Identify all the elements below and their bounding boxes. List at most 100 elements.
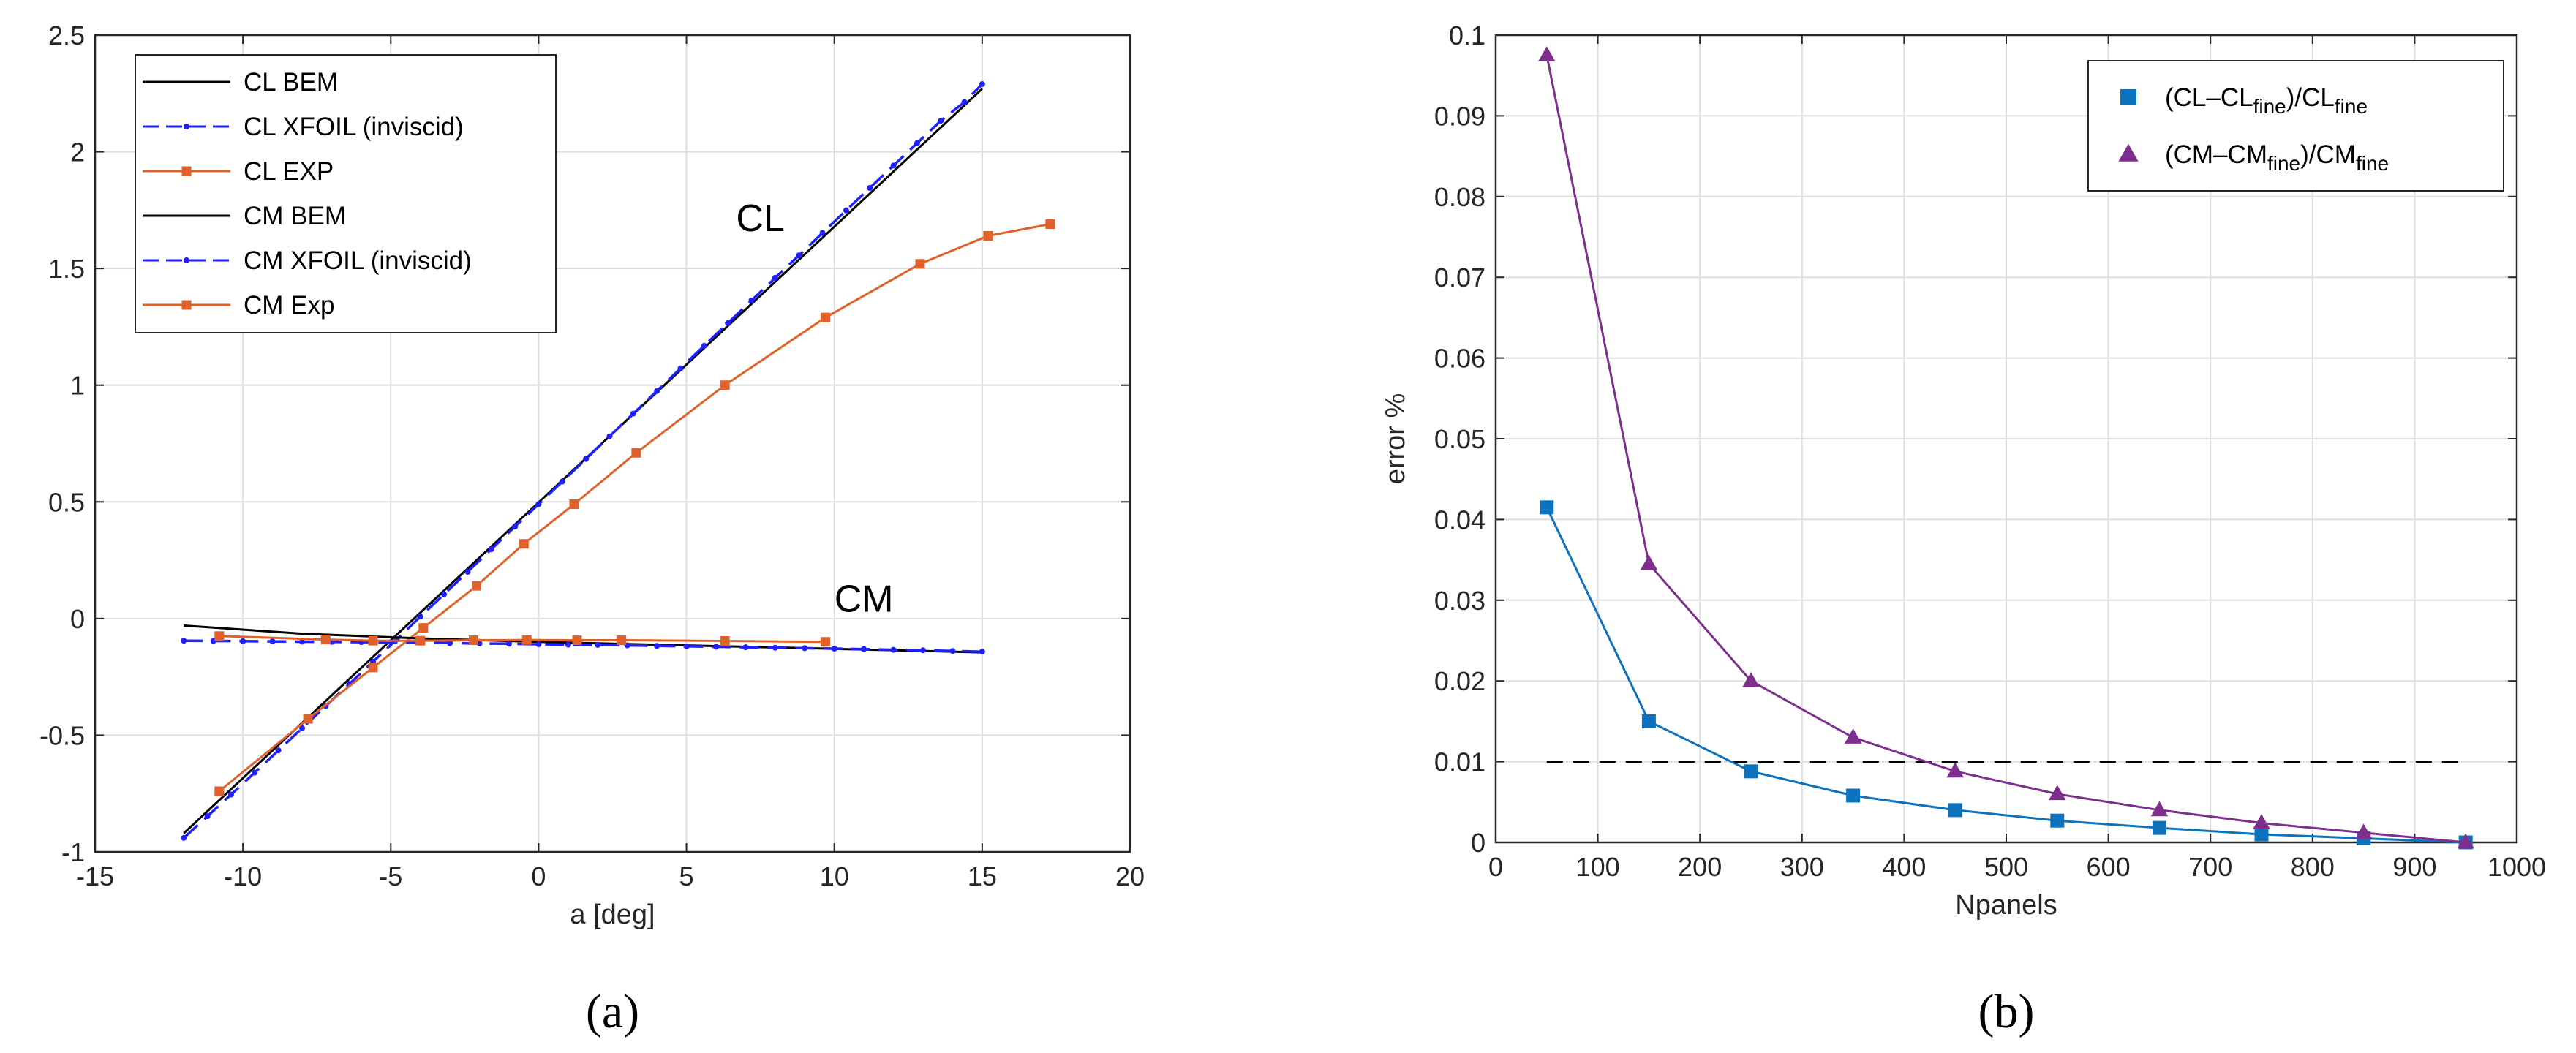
data-point [535, 641, 542, 647]
legend-marker [2120, 89, 2136, 105]
legend-label-subscript: fine [2267, 152, 2300, 175]
data-point [2152, 820, 2166, 835]
data-point [368, 663, 378, 673]
series-1 [1538, 46, 2474, 849]
data-point [447, 640, 453, 646]
legend-label: (CL–CLfine)/CLfine [2165, 83, 2368, 118]
data-point [1744, 764, 1758, 779]
x-tick-label: 700 [2188, 852, 2232, 882]
data-point [2049, 785, 2066, 801]
data-point [1742, 671, 1760, 687]
panel-label: (b) [1978, 985, 2035, 1038]
x-tick-label: 10 [820, 861, 849, 891]
series-line [184, 639, 982, 653]
data-point [1640, 554, 1658, 570]
data-point [2457, 833, 2474, 849]
x-tick-label: 15 [968, 861, 997, 891]
data-point [1641, 714, 1656, 728]
x-axis-label: a [deg] [570, 899, 655, 930]
data-point [843, 207, 849, 214]
data-point [214, 786, 225, 796]
data-point [949, 648, 956, 654]
data-point [2254, 827, 2269, 842]
legend-marker [2118, 143, 2139, 162]
data-point [683, 643, 690, 649]
legend-marker [181, 300, 192, 310]
x-tick-label: -10 [224, 861, 262, 891]
data-point [1844, 728, 1862, 744]
series-line [183, 88, 983, 834]
data-point [772, 274, 778, 281]
y-tick-label: -0.5 [39, 720, 85, 750]
series-2 [214, 219, 1055, 796]
y-tick-label: 1.5 [48, 254, 85, 284]
y-tick-label: -1 [61, 837, 85, 867]
data-point [861, 646, 867, 652]
data-point [521, 635, 532, 645]
series-5 [214, 631, 831, 647]
series-line [183, 83, 984, 839]
data-point [299, 638, 305, 645]
data-point [569, 499, 579, 509]
y-tick-label: 0.04 [1434, 505, 1485, 535]
legend-marker [184, 257, 189, 263]
x-axis-label: Npanels [1955, 890, 2057, 921]
data-point [227, 791, 234, 798]
data-point [488, 546, 494, 553]
data-point [1538, 46, 1556, 61]
x-tick-label: 5 [679, 861, 694, 891]
data-point [559, 478, 565, 485]
data-point [654, 643, 660, 649]
y-tick-label: 0.07 [1434, 263, 1485, 292]
axes-box [94, 34, 1131, 853]
annotation-label: CM [835, 578, 894, 620]
series-line [219, 635, 826, 644]
data-point [821, 312, 831, 322]
x-tick-label: -15 [76, 861, 114, 891]
y-tick-label: 0.05 [1434, 424, 1485, 454]
data-point [1948, 803, 1962, 818]
panel-label: (a) [586, 985, 639, 1038]
data-point [1045, 219, 1055, 230]
data-point [565, 641, 571, 648]
data-point [572, 635, 582, 646]
legend-label: CM XFOIL (inviscid) [244, 246, 472, 275]
data-point [677, 365, 684, 371]
data-point [2050, 813, 2065, 828]
data-point [867, 185, 873, 192]
series-0 [183, 88, 983, 834]
series-0 [1540, 500, 2473, 850]
legend-label: CL XFOIL (inviscid) [244, 113, 464, 141]
data-point [2150, 801, 2169, 817]
chart-a: -15 -10 -5 0 5 10 15 20 -1 -0.5 0 0.5 1 1.5 2 2.5 a [deg… [39, 20, 1145, 1038]
data-point [920, 647, 926, 654]
data-point [748, 297, 755, 303]
data-point [831, 646, 837, 652]
data-point [320, 635, 331, 645]
legend-label-part: )/CM [2300, 140, 2356, 169]
legend-label: CL EXP [244, 157, 334, 186]
legend-label-part: (CL–CL [2165, 83, 2253, 112]
data-point [417, 614, 423, 620]
series-1 [181, 81, 985, 841]
data-point [181, 638, 187, 644]
data-point [269, 638, 276, 645]
data-point [979, 81, 985, 88]
y-tick-label: 0.01 [1434, 747, 1485, 777]
y-tick-label: 0.5 [48, 487, 85, 517]
x-tick-label: 20 [1115, 861, 1145, 891]
legend-marker [181, 166, 192, 176]
x-tick-label: 0 [531, 861, 546, 891]
legend-label-subscript: fine [2253, 95, 2286, 118]
x-tick-label: 0 [1488, 852, 1503, 882]
data-point [654, 388, 660, 394]
data-point [915, 259, 925, 269]
data-point [303, 714, 313, 724]
axes-box [1494, 34, 2518, 844]
data-point [630, 410, 636, 417]
x-tick-label: 800 [2291, 852, 2335, 882]
data-point [914, 140, 920, 146]
data-point [720, 635, 730, 646]
data-point [368, 635, 378, 646]
data-point [204, 813, 211, 820]
